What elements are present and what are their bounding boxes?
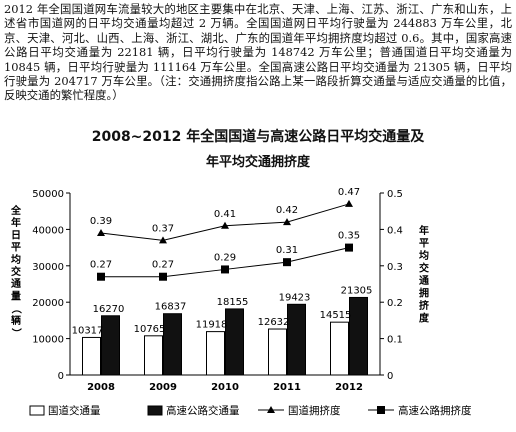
- right-tick-label: 0.5: [387, 189, 403, 200]
- chart-subtitle: 年平均交通拥挤度: [205, 155, 310, 170]
- highway-congestion-point: [221, 265, 229, 274]
- bar-highway-volume: [349, 296, 368, 376]
- guodao-congestion-point: [283, 218, 291, 226]
- right-tick-label: 0: [387, 371, 393, 382]
- right-axis-title-char: 交: [419, 262, 429, 275]
- bar-highway-value-label: 16270: [93, 304, 125, 315]
- right-tick-label: 0.2: [387, 298, 403, 309]
- intro-paragraph: 2012 年全国国道网车流量较大的地区主要集中在北京、天津、上海、江苏、浙江、广…: [4, 2, 512, 103]
- bar-highway-volume: [225, 308, 244, 376]
- legend-label-highway-congestion: 高速公路拥挤度: [398, 404, 472, 417]
- right-axis-title-char: 挤: [419, 299, 430, 312]
- highway-congestion-value-label: 0.35: [338, 231, 360, 242]
- highway-congestion-value-label: 0.27: [90, 260, 112, 271]
- x-tick-label: 2010: [211, 382, 239, 393]
- highway-congestion-value-label: 0.27: [152, 260, 174, 271]
- highway-congestion-value-label: 0.31: [276, 245, 298, 256]
- legend-swatch-guodao-volume: [29, 405, 45, 416]
- left-axis-title-char: 通: [11, 278, 21, 290]
- guodao-congestion-value-label: 0.37: [152, 223, 174, 234]
- bar-guodao-value-label: 11918: [196, 320, 228, 331]
- x-tick-label: 2009: [149, 382, 177, 393]
- left-axis-title-char: 全: [10, 204, 22, 217]
- legend-swatch-highway-volume: [147, 405, 163, 416]
- legend-label-guodao-volume: 国道交通量: [48, 404, 101, 417]
- legend-marker-guodao-congestion: [267, 406, 275, 413]
- left-axis-title-char: 辆: [11, 314, 21, 327]
- highway-congestion-point: [159, 272, 167, 281]
- x-tick-label: 2012: [335, 382, 363, 393]
- chart-title: 2008~2012 年全国国道与高速公路日平均交通量及: [91, 129, 425, 145]
- bar-guodao-volume: [82, 336, 101, 376]
- legend-marker-highway-congestion: [377, 406, 385, 414]
- guodao-congestion-point: [221, 221, 229, 229]
- highway-congestion-point: [283, 258, 291, 267]
- legend-label-highway-volume: 高速公路交通量: [166, 404, 240, 417]
- left-axis-title-char: 平: [11, 242, 21, 254]
- bar-guodao-volume: [330, 321, 349, 376]
- bar-guodao-value-label: 10317: [72, 325, 104, 336]
- left-tick-label: 40000: [32, 225, 64, 236]
- right-axis-title-char: 通: [419, 275, 429, 287]
- bar-guodao-value-label: 14515: [320, 310, 352, 321]
- left-tick-label: 20000: [32, 298, 64, 309]
- right-axis-title-char: 年: [419, 224, 429, 237]
- guodao-congestion-value-label: 0.41: [214, 209, 236, 220]
- left-axis-title-char: （: [10, 304, 23, 314]
- guodao-congestion-value-label: 0.47: [338, 187, 360, 198]
- highway-congestion-point: [97, 272, 105, 281]
- right-tick-label: 0.1: [387, 335, 403, 346]
- highway-congestion-point: [345, 243, 353, 252]
- bar-highway-volume: [287, 303, 306, 376]
- x-tick-label: 2008: [87, 382, 115, 393]
- guodao-congestion-value-label: 0.42: [276, 205, 298, 216]
- right-axis-title-char: 拥: [419, 287, 429, 300]
- left-tick-label: 30000: [32, 262, 64, 273]
- bar-highway-value-label: 21305: [341, 285, 373, 296]
- left-axis-title-char: 年: [11, 216, 21, 229]
- guodao-congestion-value-label: 0.39: [90, 216, 112, 227]
- right-tick-label: 0.3: [387, 262, 403, 273]
- left-tick-label: 50000: [32, 189, 64, 200]
- bar-guodao-value-label: 10765: [134, 324, 166, 335]
- bar-guodao-value-label: 12632: [258, 317, 290, 328]
- left-axis-title-char: ）: [10, 328, 23, 338]
- bar-guodao-volume: [268, 328, 287, 376]
- bar-highway-value-label: 19423: [279, 292, 311, 303]
- guodao-congestion-point: [159, 236, 167, 244]
- x-tick-label: 2011: [273, 382, 301, 393]
- guodao-congestion-point: [345, 199, 353, 207]
- right-axis-title-char: 度: [419, 312, 430, 325]
- legend-label-guodao-congestion: 国道拥挤度: [288, 404, 341, 417]
- left-tick-label: 10000: [32, 335, 64, 346]
- right-tick-label: 0.4: [387, 225, 403, 236]
- left-axis-title-char: 交: [11, 265, 21, 278]
- guodao-congestion-point: [97, 229, 105, 237]
- bar-highway-value-label: 16837: [155, 302, 187, 313]
- bar-highway-volume: [163, 313, 182, 376]
- left-axis-title-char: 量: [11, 289, 21, 302]
- right-axis-title-char: 平: [419, 238, 429, 250]
- left-tick-label: 0: [58, 371, 64, 382]
- left-axis-title-char: 日: [11, 229, 21, 241]
- bar-guodao-volume: [144, 335, 163, 376]
- highway-congestion-value-label: 0.29: [214, 252, 236, 263]
- bar-highway-value-label: 18155: [217, 297, 249, 308]
- bar-guodao-volume: [206, 331, 225, 376]
- bar-highway-volume: [101, 315, 120, 376]
- right-axis-title-char: 均: [419, 249, 429, 262]
- left-axis-title-char: 均: [11, 253, 21, 266]
